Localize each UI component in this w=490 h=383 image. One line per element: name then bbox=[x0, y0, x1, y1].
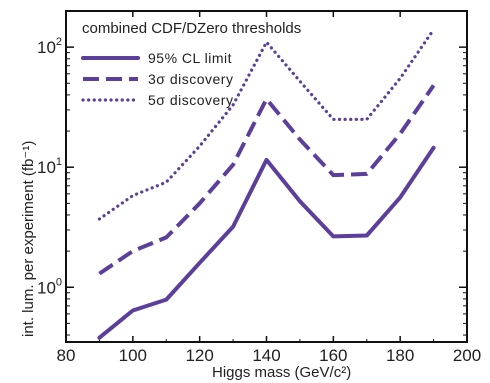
x-tick-label: 120 bbox=[185, 346, 213, 365]
legend-label: 95% CL limit bbox=[148, 50, 232, 66]
series-line-dotted bbox=[97, 28, 436, 221]
x-tick-label: 200 bbox=[453, 346, 481, 365]
y-tick-label: 102 bbox=[37, 36, 62, 57]
chart-title: combined CDF/DZero thresholds bbox=[82, 20, 301, 37]
x-tick-label: 80 bbox=[57, 346, 76, 365]
y-axis-title: int. lum. per experiment (fb⁻¹) bbox=[20, 141, 37, 337]
legend-label: 3σ discovery bbox=[148, 71, 233, 87]
series-line-dashed bbox=[98, 84, 436, 276]
x-tick-label: 100 bbox=[119, 346, 147, 365]
plot-frame bbox=[65, 10, 468, 343]
x-axis: 80 100 120 140 160 180 200 bbox=[57, 11, 481, 365]
x-tick-label: 160 bbox=[319, 346, 347, 365]
legend: 95% CL limit 3σ discovery 5σ discovery bbox=[81, 50, 233, 108]
series-line-solid bbox=[97, 145, 436, 340]
x-tick-label: 180 bbox=[386, 346, 414, 365]
y-axis: 100 101 102 bbox=[37, 10, 467, 336]
y-tick-label: 100 bbox=[37, 276, 62, 297]
series-lines bbox=[97, 28, 436, 340]
legend-label: 5σ discovery bbox=[148, 92, 233, 108]
y-tick-label: 101 bbox=[37, 156, 62, 177]
x-axis-title: Higgs mass (GeV/c²) bbox=[212, 364, 351, 381]
x-tick-label: 140 bbox=[252, 346, 280, 365]
